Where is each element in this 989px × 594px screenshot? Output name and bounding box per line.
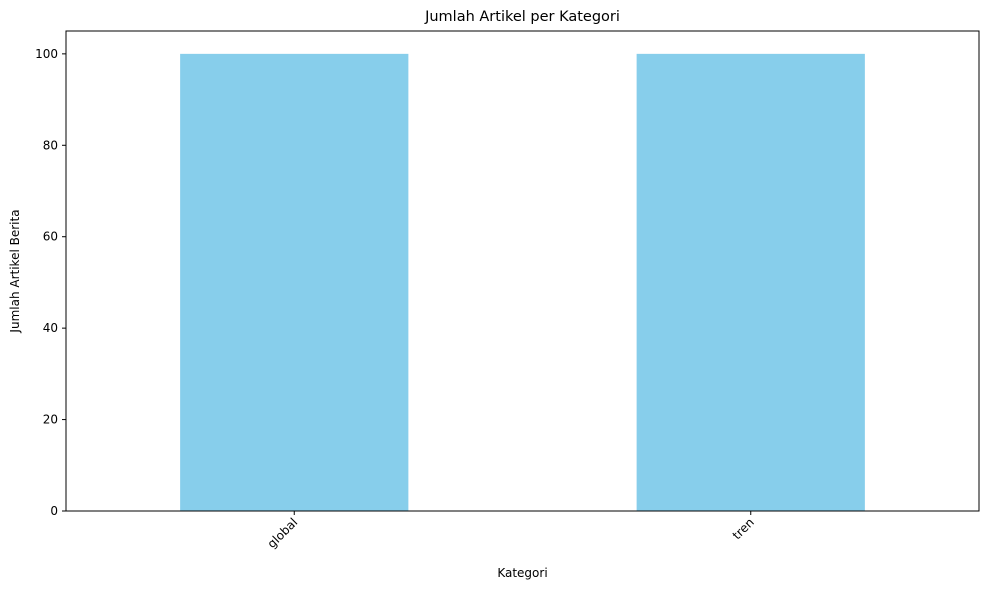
chart-title: Jumlah Artikel per Kategori [424, 9, 620, 25]
plot-frame [65, 30, 980, 512]
x-axis: global tren [265, 511, 757, 551]
y-tick-label: 60 [43, 230, 58, 244]
x-tick-label: tren [730, 515, 757, 542]
y-axis: 0 20 40 60 80 100 [35, 47, 66, 518]
y-tick-label: 0 [50, 504, 58, 518]
bar-tren [636, 53, 865, 511]
x-tick-label: global [265, 515, 301, 551]
x-axis-label: Kategori [497, 566, 547, 580]
y-axis-label: Jumlah Artikel Berita [8, 209, 22, 333]
y-tick-label: 40 [43, 321, 58, 335]
plot-area [180, 53, 865, 511]
y-tick-label: 20 [43, 413, 58, 427]
y-tick-label: 80 [43, 138, 58, 152]
y-tick-label: 100 [35, 47, 58, 61]
bar-global [180, 53, 409, 511]
